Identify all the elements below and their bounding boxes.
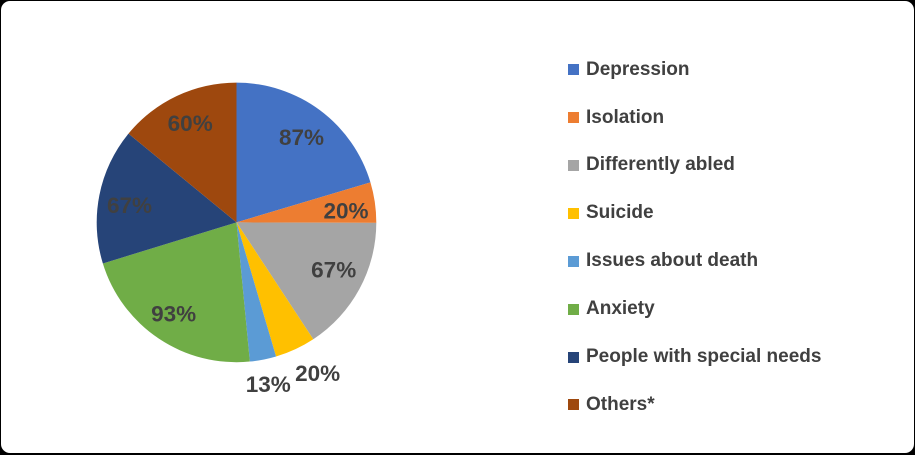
- svg-text:67%: 67%: [311, 257, 356, 282]
- svg-text:20%: 20%: [295, 361, 340, 386]
- svg-text:87%: 87%: [279, 125, 324, 150]
- svg-text:93%: 93%: [151, 301, 196, 326]
- svg-text:67%: 67%: [107, 193, 152, 218]
- svg-text:13%: 13%: [246, 372, 291, 397]
- svg-text:20%: 20%: [323, 199, 368, 224]
- svg-text:60%: 60%: [168, 111, 213, 136]
